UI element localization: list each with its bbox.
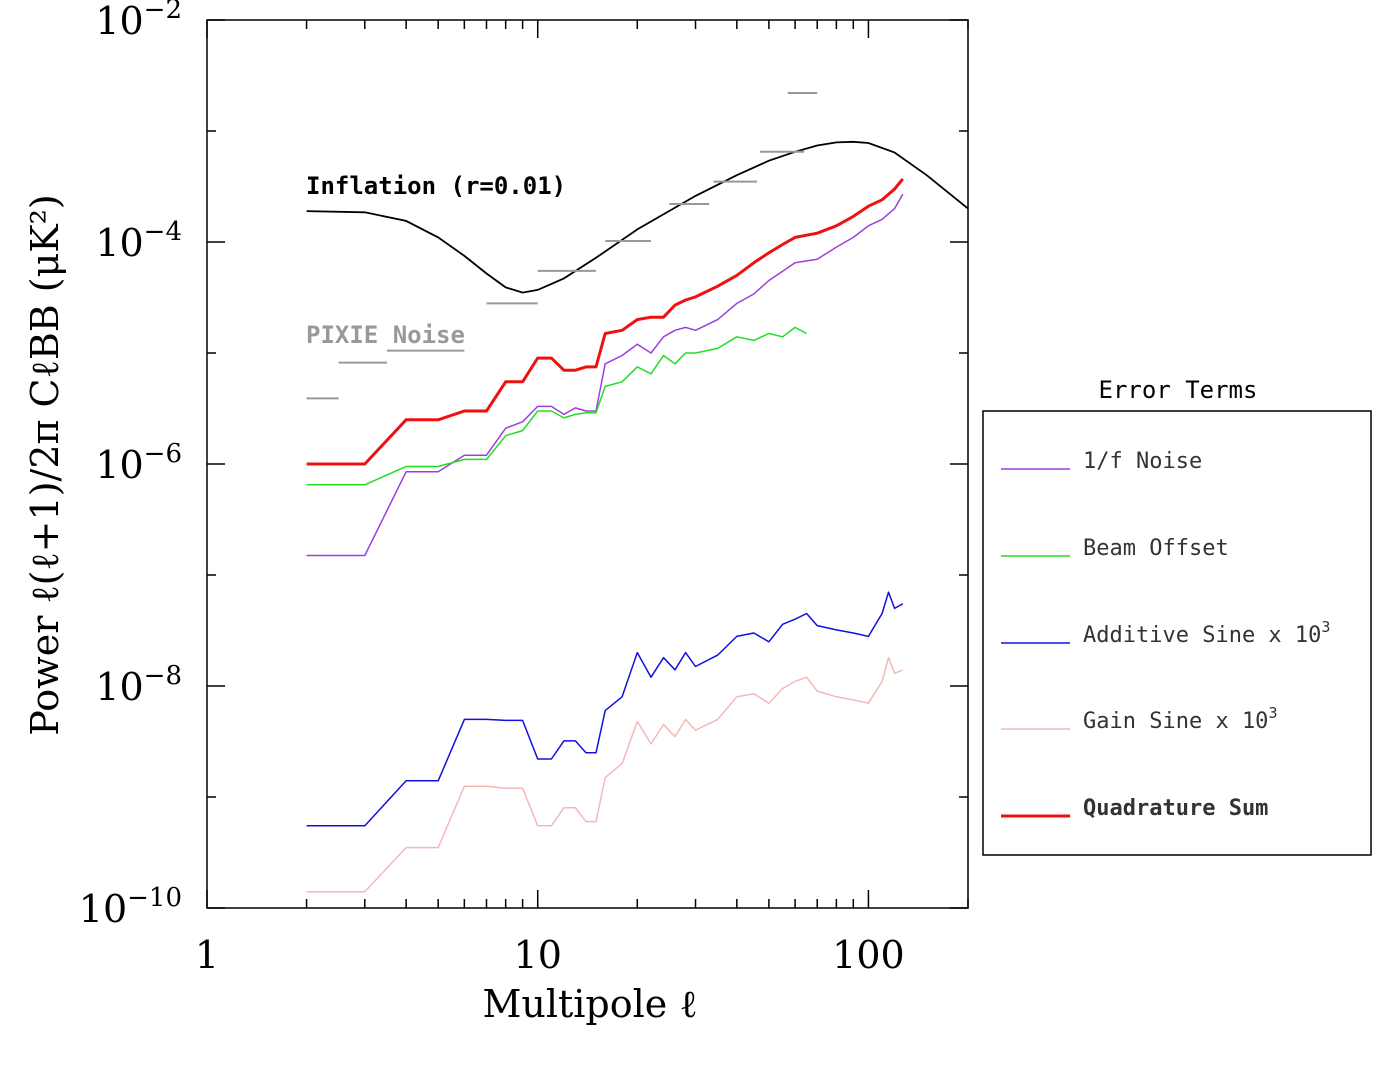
- y-tick-label: 10−6: [95, 439, 182, 487]
- tick-label-layer: 1 10 100 10−10 10−8 10−6 10−4 10−2: [79, 0, 905, 977]
- y-tick-label: 10−8: [95, 661, 182, 709]
- plot-area: [306, 91, 969, 893]
- series-line-additive-sine-x-10: [306, 591, 904, 827]
- x-axis-title: Multipole ℓ: [482, 982, 697, 1026]
- x-tick-label: 1: [195, 933, 219, 977]
- plot-frame: [206, 19, 969, 909]
- legend-label-quadrature-sum: Quadrature Sum: [1083, 796, 1268, 821]
- annotation-inflation: Inflation (r=0.01): [306, 172, 566, 200]
- x-tick-label: 100: [832, 933, 905, 977]
- series-line-quadrature-sum: [306, 177, 904, 466]
- legend-label-gain-sine-x-10: Gain Sine x 103: [1083, 704, 1277, 734]
- y-axis-title: Power ℓ(ℓ+1)/2π CℓBB (μK²): [23, 194, 67, 735]
- legend-label-beam-offset: Beam Offset: [1083, 536, 1229, 561]
- legend-label-additive-sine-x-10: Additive Sine x 103: [1083, 618, 1330, 648]
- x-tick-label: 10: [514, 933, 562, 977]
- series-line-beam-offset: [306, 326, 807, 486]
- legend: 1/f Noise Beam Offset Additive Sine x 103 G…: [1001, 449, 1330, 821]
- legend-box: [982, 410, 1372, 856]
- series-line-gain-sine-x-10: [306, 656, 904, 893]
- annotation-pixie-noise: PIXIE Noise: [306, 321, 465, 349]
- y-tick-label: 10−4: [95, 217, 182, 265]
- y-tick-label: 10−2: [95, 0, 182, 43]
- legend-label-1-f-noise: 1/f Noise: [1083, 449, 1202, 474]
- legend-title: Error Terms: [1099, 376, 1258, 404]
- series-line-1-f-noise: [306, 193, 904, 557]
- y-tick-label: 10−10: [79, 883, 182, 931]
- inflation-line: [306, 140, 969, 294]
